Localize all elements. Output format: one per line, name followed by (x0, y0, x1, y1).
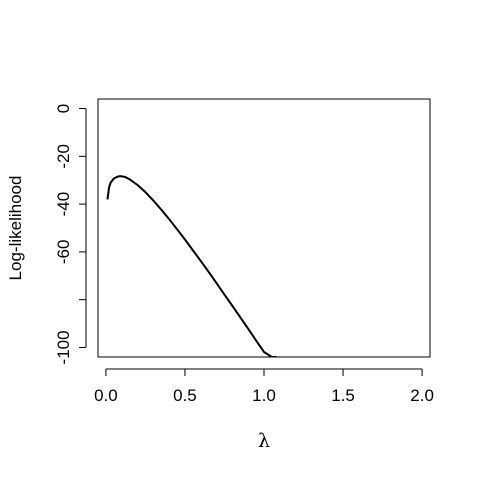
x-tick-label: 0.0 (94, 386, 118, 405)
y-tick-label: -20 (54, 144, 73, 169)
plot-frame (97, 98, 431, 358)
y-tick-label: 0 (54, 104, 73, 113)
x-tick-label: 1.5 (331, 386, 355, 405)
y-tick-label: -60 (54, 240, 73, 265)
x-tick-label: 2.0 (410, 386, 434, 405)
x-tick-label: 0.5 (173, 386, 197, 405)
series-line (106, 175, 277, 357)
y-tick-label: -40 (54, 192, 73, 217)
x-tick-label: 1.0 (252, 386, 276, 405)
y-axis: 0 -20 -40 -60 -100 (54, 104, 87, 364)
x-axis-title: λ (258, 430, 270, 452)
series-layer (106, 175, 277, 357)
x-axis: 0.0 0.5 1.0 1.5 2.0 (94, 368, 434, 405)
y-axis-title: Log-likelihood (6, 176, 25, 281)
y-tick-label: -100 (54, 330, 73, 364)
